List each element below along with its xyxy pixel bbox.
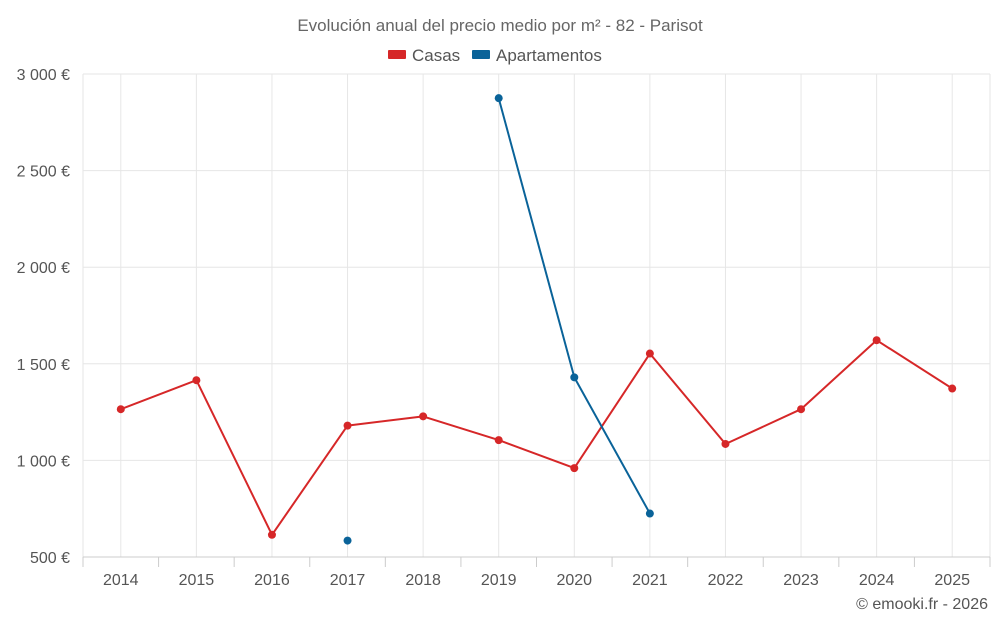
legend-item-casas[interactable]: Casas [388,46,460,65]
legend-swatch-casas [388,50,406,59]
x-tick-label: 2022 [708,572,744,589]
grid [82,73,991,557]
x-tick-label: 2023 [783,572,819,589]
y-tick-label: 1 000 € [17,453,70,470]
data-point-casas-2015[interactable] [192,376,201,385]
data-point-apartamentos-2021[interactable] [645,509,654,518]
data-point-casas-2020[interactable] [570,464,579,473]
legend-label-apartamentos: Apartamentos [496,46,602,65]
y-tick-label: 3 000 € [17,67,70,84]
data-point-casas-2021[interactable] [645,349,654,358]
data-point-casas-2019[interactable] [494,436,503,445]
x-tick-label: 2015 [179,572,215,589]
data-point-casas-2025[interactable] [948,384,957,393]
data-point-casas-2022[interactable] [721,439,730,448]
x-tick-label: 2017 [330,572,366,589]
x-tick-label: 2019 [481,572,517,589]
x-tick-label: 2016 [254,572,290,589]
x-tick-label: 2021 [632,572,668,589]
data-point-casas-2024[interactable] [872,336,881,345]
y-tick-label: 2 500 € [17,164,70,181]
data-point-casas-2023[interactable] [797,405,806,414]
x-tick-label: 2024 [859,572,895,589]
y-tick-label: 500 € [30,550,70,567]
data-point-apartamentos-2017[interactable] [343,536,352,545]
axes: 500 € 1 000 € 1 500 € 2 000 € 2 500 € 3 000 €… [17,67,991,589]
legend-label-casas: Casas [412,46,460,65]
y-tick-label: 1 500 € [17,357,70,374]
x-tick-label: 2020 [556,572,592,589]
credit-text: © emooki.fr - 2026 [856,596,988,613]
data-point-casas-2014[interactable] [116,405,125,414]
legend-swatch-apartamentos [472,50,490,59]
data-point-apartamentos-2020[interactable] [570,373,579,382]
x-tick-label: 2018 [405,572,441,589]
series-line-casas [119,339,954,536]
legend-item-apartamentos[interactable]: Apartamentos [472,46,602,65]
legend: Casas Apartamentos [388,46,602,65]
y-tick-label: 2 000 € [17,260,70,277]
data-point-apartamentos-2019[interactable] [494,94,503,103]
data-point-casas-2016[interactable] [267,530,276,539]
x-tick-label: 2025 [934,572,970,589]
data-point-casas-2018[interactable] [419,412,428,421]
x-tick-label: 2014 [103,572,139,589]
series [116,94,957,545]
chart-title: Evolución anual del precio medio por m² … [297,16,703,35]
data-point-casas-2017[interactable] [343,421,352,430]
